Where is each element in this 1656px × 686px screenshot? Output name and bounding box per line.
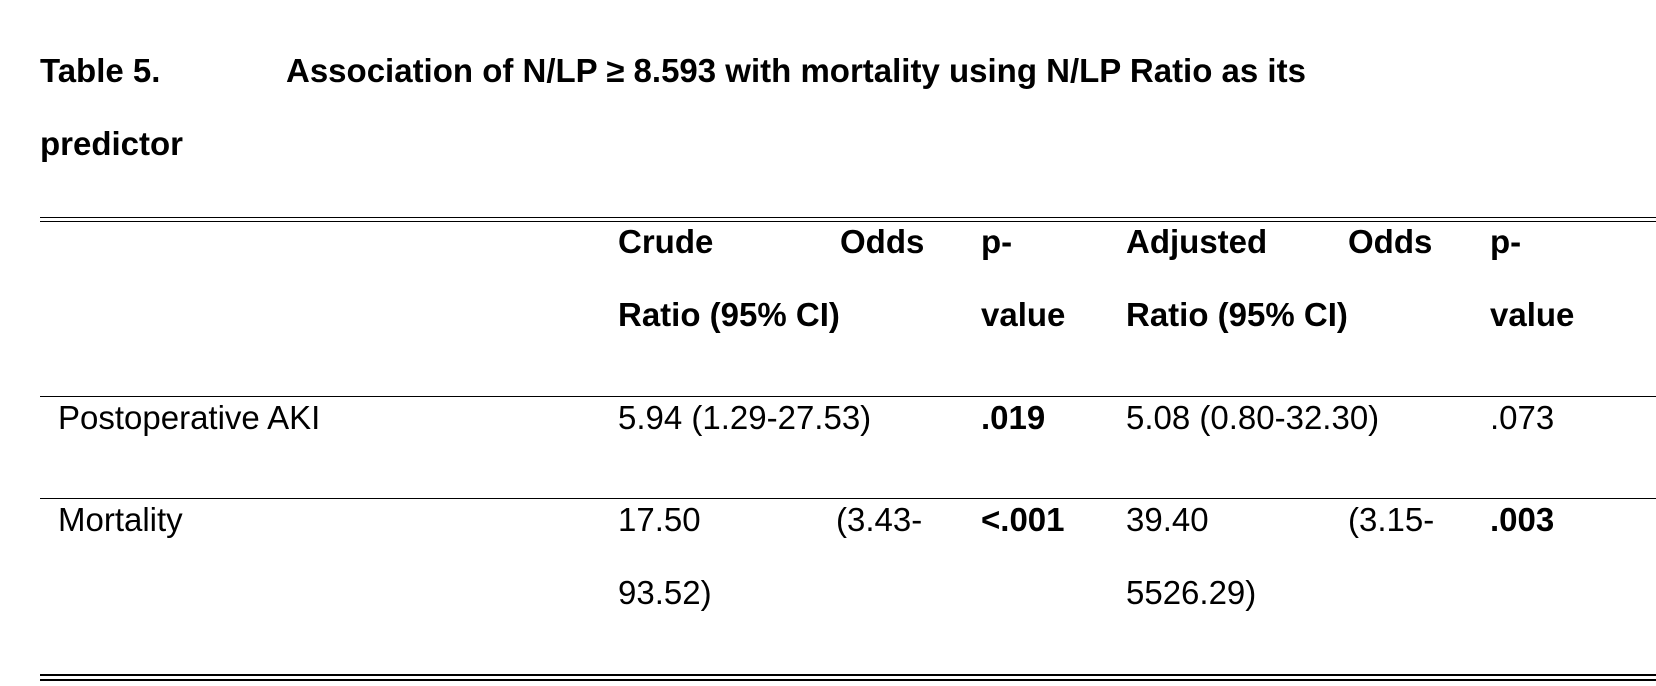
header-adjusted-line2: Ratio (95% CI) xyxy=(1126,296,1348,333)
row-rule xyxy=(40,498,1656,499)
cell-adj-or-mortality-part2: (3.15- xyxy=(1348,501,1435,538)
bottom-rule-second xyxy=(40,679,1656,681)
bottom-rule xyxy=(40,674,1656,676)
cell-crude-or-mortality-part1: 17.50 xyxy=(618,501,701,538)
table-title: Association of N/LP ≥ 8.593 with mortali… xyxy=(286,52,1306,89)
header-crude-line2: Ratio (95% CI) xyxy=(618,296,840,333)
cell-crude-or-aki: 5.94 (1.29-27.53) xyxy=(618,399,872,436)
table-number: Table 5. xyxy=(40,52,161,89)
row-label-aki: Postoperative AKI xyxy=(58,399,321,436)
header-adjusted-word1: Adjusted xyxy=(1126,223,1268,260)
cell-adj-or-aki: 5.08 (0.80-32.30) xyxy=(1126,399,1380,436)
top-rule xyxy=(40,217,1656,218)
cell-p2-mortality: .003 xyxy=(1490,501,1555,538)
top-rule-second xyxy=(40,221,1656,222)
cell-p1-aki: .019 xyxy=(981,399,1046,436)
row-label-mortality: Mortality xyxy=(58,501,183,538)
header-adjusted-word2: Odds xyxy=(1348,223,1433,260)
header-p1-line1: p- xyxy=(981,223,1013,260)
header-p1-line2: value xyxy=(981,296,1066,333)
table-title-continued: predictor xyxy=(40,125,184,162)
cell-crude-or-mortality-part2: (3.43- xyxy=(836,501,923,538)
header-crude-word1: Crude xyxy=(618,223,714,260)
cell-p2-aki: .073 xyxy=(1490,399,1555,436)
cell-p1-mortality: <.001 xyxy=(981,501,1065,538)
header-p2-line2: value xyxy=(1490,296,1575,333)
table-caption: Table 5. Association of N/LP ≥ 8.593 with… xyxy=(40,34,1600,180)
cell-adj-or-mortality-part1: 39.40 xyxy=(1126,501,1209,538)
cell-crude-or-mortality-line2: 93.52) xyxy=(618,574,712,611)
header-p2-line1: p- xyxy=(1490,223,1522,260)
cell-adj-or-mortality-line2: 5526.29) xyxy=(1126,574,1257,611)
row-rule xyxy=(40,396,1656,397)
header-crude-word2: Odds xyxy=(840,223,925,260)
